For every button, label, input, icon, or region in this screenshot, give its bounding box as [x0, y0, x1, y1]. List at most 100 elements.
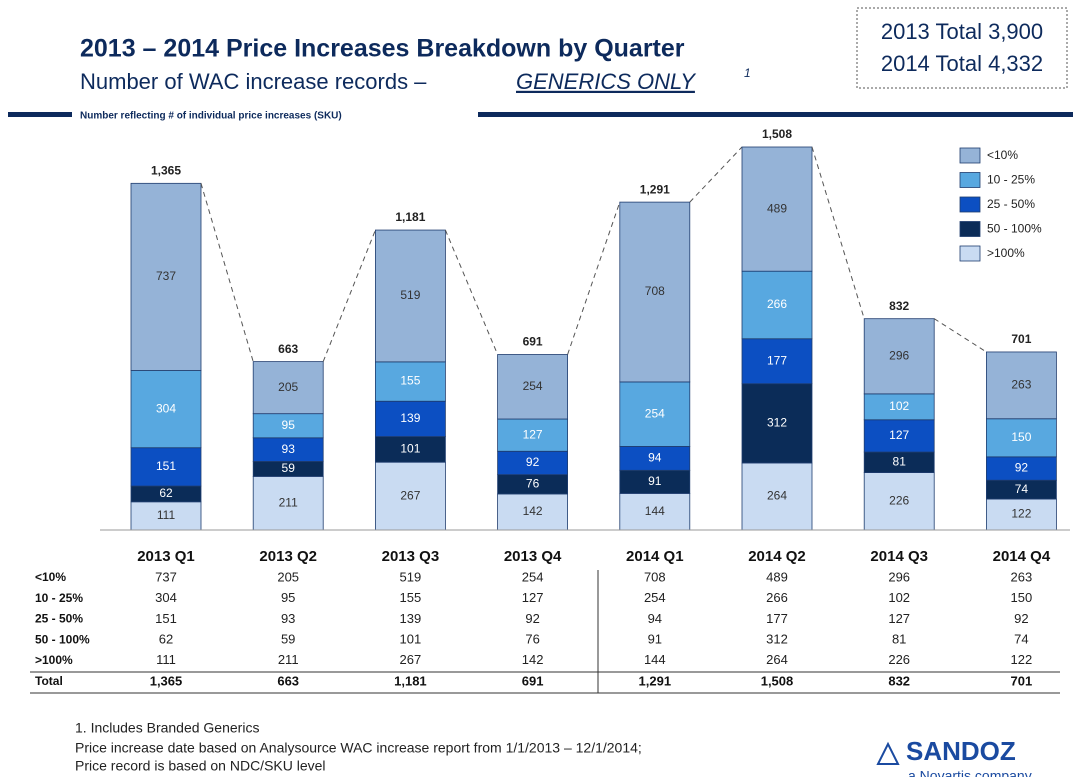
- logo: SANDOZ: [906, 736, 1016, 766]
- segment-label: 519: [400, 288, 420, 302]
- table-cell: 254: [644, 590, 666, 605]
- segment-label: 111: [157, 508, 176, 522]
- bar-segment: [497, 493, 569, 531]
- table-cell: 142: [522, 652, 544, 667]
- table-cell: 95: [281, 590, 295, 605]
- segment-label: 142: [523, 504, 543, 518]
- table-total: 701: [1011, 673, 1033, 688]
- table-cell: 92: [525, 611, 539, 626]
- table-header: 2014 Q4: [993, 548, 1051, 565]
- segment-label: 81: [893, 454, 907, 468]
- table-cell: 59: [281, 632, 295, 647]
- segment-label: 211: [279, 495, 298, 509]
- legend-label: 10 - 25%: [987, 173, 1035, 187]
- table-cell: 76: [525, 632, 539, 647]
- bar-segment: [497, 354, 569, 420]
- table-cell: 205: [277, 569, 299, 584]
- summary-2013: 2013 Total 3,900: [881, 19, 1043, 44]
- table-cell: 127: [888, 611, 910, 626]
- note: Number reflecting # of individual price …: [80, 111, 342, 122]
- bar-segment: [252, 476, 324, 531]
- total-label: 663: [278, 342, 298, 356]
- segment-label: 266: [767, 297, 787, 311]
- bar-segment: [374, 461, 446, 531]
- connector: [200, 183, 254, 362]
- row-label: 25 - 50%: [35, 612, 83, 626]
- legend-swatch: [959, 147, 981, 164]
- segment-label: 155: [400, 374, 420, 388]
- segment-label: 312: [767, 416, 787, 430]
- segment-label: 737: [156, 269, 176, 283]
- legend-label: >100%: [987, 246, 1025, 260]
- bar-segment: [741, 146, 813, 272]
- segment-label: 254: [523, 379, 543, 393]
- bar-segment: [374, 400, 446, 437]
- row-label: >100%: [35, 653, 73, 667]
- table-cell: 519: [400, 569, 422, 584]
- table-header: 2014 Q3: [870, 548, 928, 565]
- segment-label: 59: [282, 461, 296, 475]
- subtitle-emphasis: GENERICS ONLY: [516, 69, 696, 94]
- chart-title: 2013 – 2014 Price Increases Breakdown by…: [80, 35, 685, 63]
- segment-label: 127: [523, 427, 543, 441]
- bar-segment: [863, 393, 935, 421]
- table-cell: 211: [278, 652, 299, 667]
- summary-2014: 2014 Total 4,332: [881, 51, 1043, 76]
- bar-segment: [130, 501, 202, 531]
- segment-label: 91: [648, 474, 662, 488]
- segment-label: 151: [156, 459, 176, 473]
- bar-segment: [741, 383, 813, 464]
- table-header: 2014 Q1: [626, 548, 684, 565]
- segment-label: 205: [278, 380, 298, 394]
- bar-segment: [130, 182, 202, 371]
- connector: [322, 229, 376, 362]
- total-label: 1,181: [395, 210, 425, 224]
- legend-swatch: [959, 196, 981, 213]
- bar-segment: [986, 351, 1057, 420]
- logo-mark: [876, 741, 900, 765]
- table-cell: 226: [888, 652, 910, 667]
- total-label: 1,365: [151, 163, 181, 177]
- bar-segment: [863, 472, 935, 531]
- table-cell: 127: [522, 590, 544, 605]
- table-cell: 62: [159, 632, 173, 647]
- connector: [689, 146, 743, 203]
- rule-left: [8, 112, 72, 117]
- table-cell: 91: [648, 632, 662, 647]
- table-cell: 122: [1011, 652, 1033, 667]
- segment-label: 101: [400, 442, 420, 456]
- segment-label: 92: [1015, 461, 1029, 475]
- table-cell: 101: [400, 632, 422, 647]
- summary-box: [856, 7, 1068, 89]
- bar-segment: [130, 447, 202, 487]
- bar-segment: [374, 436, 446, 463]
- table-cell: 139: [400, 611, 422, 626]
- bar-segment: [497, 418, 569, 452]
- segment-label: 76: [526, 476, 540, 490]
- connector: [933, 318, 987, 353]
- table-total: 663: [277, 673, 299, 688]
- table-total: 691: [522, 673, 544, 688]
- segment-label: 254: [645, 406, 665, 420]
- table-header: 2013 Q4: [504, 548, 562, 565]
- table-cell: 94: [648, 611, 662, 626]
- bar-segment: [374, 229, 446, 363]
- segment-label: 177: [767, 353, 787, 367]
- table-cell: 266: [766, 590, 788, 605]
- row-label: 10 - 25%: [35, 591, 83, 605]
- segment-label: 226: [889, 493, 909, 507]
- bar-segment: [863, 419, 935, 453]
- bar-segment: [619, 493, 691, 531]
- table-cell: 177: [766, 611, 788, 626]
- footnote: 1. Includes Branded Generics: [75, 720, 259, 736]
- bar-segment: [619, 201, 691, 383]
- table-cell: 254: [522, 569, 544, 584]
- segment-label: 304: [156, 401, 176, 415]
- table-cell: 263: [1011, 569, 1033, 584]
- bar-segment: [130, 370, 202, 449]
- legend-swatch: [959, 245, 981, 262]
- rule-right: [478, 112, 1073, 117]
- row-label: 50 - 100%: [35, 632, 90, 646]
- segment-label: 93: [282, 442, 296, 456]
- total-label: 1,508: [762, 127, 792, 141]
